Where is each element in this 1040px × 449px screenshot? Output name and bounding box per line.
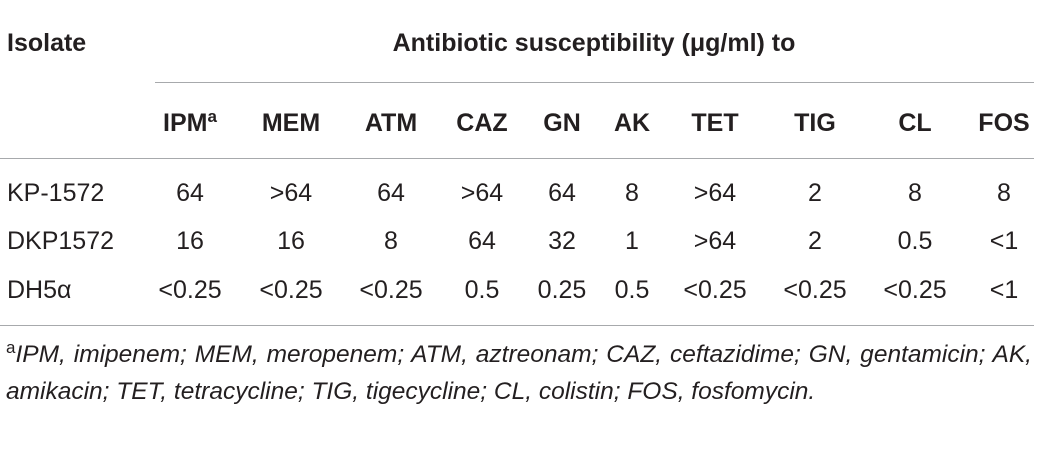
mic-value: <0.25 <box>883 276 947 304</box>
mic-value: 0.5 <box>464 276 500 304</box>
footnote-mark: a <box>6 338 16 357</box>
column-label: ATM <box>364 109 418 137</box>
column-header: AK <box>614 108 650 138</box>
column-header: CL <box>898 108 931 138</box>
mic-value: <0.25 <box>783 276 847 304</box>
column-label: CAZ <box>456 109 508 137</box>
mic-value: <0.25 <box>259 276 323 304</box>
mic-value: 0.5 <box>897 227 933 255</box>
mic-value: 8 <box>908 179 922 207</box>
mic-value: 64 <box>176 179 204 207</box>
column-note: a <box>207 107 217 126</box>
isolate-name: DKP1572 <box>7 227 115 255</box>
mic-value: 8 <box>625 179 639 207</box>
column-label: IPM <box>163 109 208 137</box>
group-header: Antibiotic susceptibility (μg/ml) to <box>392 29 796 57</box>
footnote: aIPM, imipenem; MEM, meropenem; ATM, azt… <box>6 336 1032 410</box>
column-header: TET <box>691 108 738 138</box>
mic-value: 16 <box>176 227 204 255</box>
column-header: CAZ <box>456 108 507 138</box>
column-header: TIG <box>794 108 836 138</box>
column-label: MEM <box>261 109 321 137</box>
mic-value: <1 <box>989 227 1019 255</box>
column-label: AK <box>613 109 651 137</box>
mic-value: <0.25 <box>359 276 423 304</box>
group-rule <box>155 82 1034 83</box>
mic-value: <0.25 <box>158 276 222 304</box>
mic-value: >64 <box>460 179 504 207</box>
mic-value: 8 <box>384 227 398 255</box>
column-label: TET <box>691 109 739 137</box>
mic-value: 1 <box>625 227 639 255</box>
mic-value: <1 <box>989 276 1019 304</box>
mic-value: 64 <box>548 179 576 207</box>
column-label: FOS <box>978 109 1030 137</box>
mic-value: 0.5 <box>614 276 650 304</box>
mic-value: >64 <box>693 227 737 255</box>
isolate-name: DH5α <box>7 276 72 304</box>
mic-value: 64 <box>377 179 405 207</box>
mic-value: <0.25 <box>683 276 747 304</box>
column-header: IPMa <box>163 108 217 138</box>
mic-value: 8 <box>997 179 1011 207</box>
column-header: MEM <box>262 108 320 138</box>
mic-value: 2 <box>808 227 822 255</box>
bottom-rule <box>0 325 1034 326</box>
isolate-header: Isolate <box>7 29 87 57</box>
column-label: TIG <box>794 109 836 137</box>
mic-value: >64 <box>693 179 737 207</box>
mic-value: 32 <box>548 227 576 255</box>
footnote-text: IPM, imipenem; MEM, meropenem; ATM, aztr… <box>6 341 1032 405</box>
mic-value: 64 <box>468 227 496 255</box>
mic-value: 2 <box>808 179 822 207</box>
mic-value: 0.25 <box>537 276 587 304</box>
column-header: GN <box>543 108 581 138</box>
mic-value: >64 <box>269 179 313 207</box>
isolate-name: KP-1572 <box>7 179 105 207</box>
mic-value: 16 <box>277 227 305 255</box>
column-label: CL <box>898 109 932 137</box>
header-rule <box>0 158 1034 159</box>
column-header: ATM <box>365 108 417 138</box>
column-header: FOS <box>978 108 1029 138</box>
column-label: GN <box>543 109 581 137</box>
